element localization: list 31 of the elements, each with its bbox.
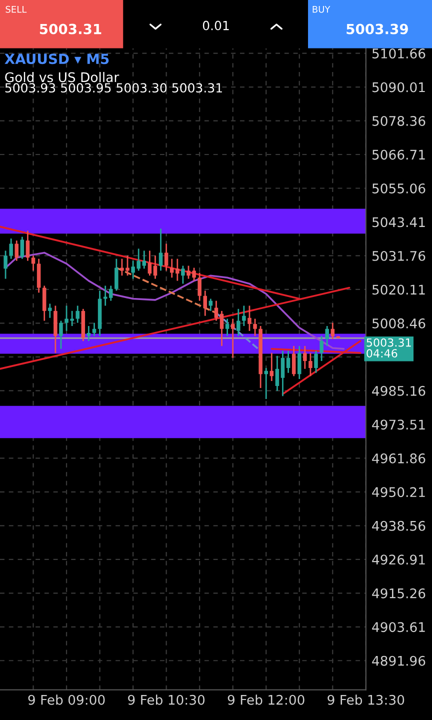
text: SELL (6, 6, 27, 13)
y-tick-label: 4903.61 (372, 622, 425, 632)
y-tick-label: 5031.76 (372, 250, 426, 261)
x-tick-label: 9 Feb 13:30 (328, 694, 404, 705)
y-tick-label: 4891.96 (372, 656, 426, 666)
y-tick-label: 5008.46 (372, 318, 426, 328)
x-tick-label: 9 Feb 12:00 (228, 694, 304, 705)
ref-line-label: 5003.31 04:46 (366, 338, 411, 358)
y-tick-label: 4973.51 (372, 420, 425, 430)
y-tick-label: 5066.71 (372, 150, 425, 160)
x-tick-label: 9 Feb 09:00 (28, 694, 105, 705)
y-tick-label: 4926.91 (372, 554, 425, 565)
x-tick-label: 9 Feb 10:30 (128, 694, 205, 705)
y-tick-label: 4915.26 (372, 588, 426, 598)
y-tick-label: 5078.36 (372, 116, 426, 126)
y-tick-label: 5043.41 (372, 217, 425, 228)
text: 5003.31 (40, 24, 102, 34)
y-tick-label: 5020.11 (372, 284, 425, 295)
annotation: 5003.93 5003.95 5003.30 5003.31 (5, 83, 222, 93)
y-tick-label: 4950.21 (372, 487, 425, 498)
y-tick-label: 5055.06 (372, 183, 426, 194)
text: Gold vs US Dollar (5, 72, 120, 82)
chart-title: XAUUSD ▾ M5 (4, 54, 109, 64)
y-tick-label: 5101.66 (372, 48, 426, 58)
y-tick-label: 4961.86 (372, 453, 426, 464)
text: 0.01 (202, 20, 229, 30)
text: 5003.39 (346, 24, 408, 34)
y-tick-label: 4985.16 (372, 386, 426, 396)
text: BUY (312, 6, 330, 13)
y-tick-label: 4938.56 (372, 520, 426, 531)
y-tick-label: 5090.01 (372, 82, 425, 92)
